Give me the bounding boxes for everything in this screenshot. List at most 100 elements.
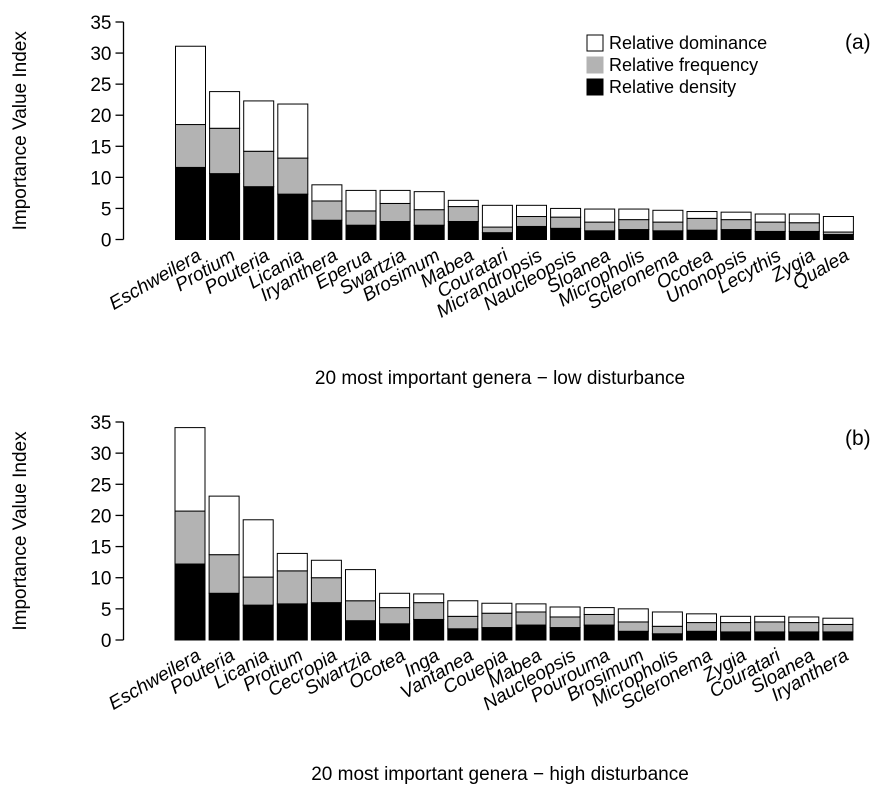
bar-relative-density-micrandropsis — [516, 225, 547, 240]
y-tick-label: 10 — [90, 168, 111, 189]
bar-relative-density-iryanthera — [822, 631, 854, 641]
bar-relative-density-sloanea — [584, 230, 616, 241]
bar-relative-dominance-swartzia — [379, 189, 411, 204]
bar-relative-density-naucleopsis — [550, 227, 582, 240]
bar-relative-frequency-swartzia — [379, 202, 411, 222]
bar-relative-frequency-micrandropsis — [516, 216, 547, 227]
bar-relative-density-naucleopsis — [549, 627, 581, 641]
bar-relative-density-scleronema — [686, 630, 717, 641]
bar-relative-density-eperua — [345, 224, 377, 240]
bar-relative-dominance-scleronema — [652, 209, 684, 223]
bar-relative-dominance-vantanea — [447, 600, 479, 617]
bar-relative-frequency-licania — [242, 576, 274, 606]
bar-relative-dominance-micropholis — [651, 611, 683, 627]
bar-relative-density-mabea — [447, 220, 479, 241]
bar-relative-dominance-swartzia — [345, 569, 376, 602]
bar-relative-density-brosimum — [617, 630, 649, 641]
y-tick-label: 20 — [90, 106, 111, 127]
bar-relative-frequency-vantanea — [447, 615, 479, 630]
bar-relative-density-couratari — [754, 631, 786, 641]
bar-relative-frequency-iryanthera — [311, 200, 343, 221]
bar-relative-frequency-scleronema — [652, 221, 684, 232]
bar-relative-density-qualea — [822, 234, 854, 240]
bar-relative-density-licania — [277, 193, 309, 240]
bar-relative-density-ocotea — [379, 623, 411, 641]
y-tick-label: 5 — [101, 199, 112, 220]
bar-relative-density-ocotea — [686, 229, 718, 241]
bar-relative-frequency-naucleopsis — [550, 216, 582, 229]
bar-relative-frequency-scleronema — [686, 622, 717, 632]
bar-relative-frequency-eschweilera — [175, 124, 206, 168]
legend-swatch-relative-density — [586, 78, 604, 96]
bar-relative-frequency-ocotea — [686, 217, 718, 231]
bar-relative-dominance-mabea — [515, 603, 547, 613]
bar-relative-density-inga — [413, 618, 445, 641]
bar-relative-density-sloanea — [788, 631, 820, 641]
bar-relative-dominance-iryanthera — [311, 184, 343, 202]
bar-relative-frequency-eperua — [345, 210, 377, 226]
bar-relative-dominance-ocotea — [379, 592, 411, 609]
bar-relative-frequency-cecropia — [310, 577, 342, 604]
y-tick-label: 25 — [90, 75, 111, 96]
bar-relative-dominance-iryanthera — [822, 617, 854, 625]
bar-relative-frequency-brosimum — [617, 621, 649, 632]
bar-relative-frequency-swartzia — [345, 600, 376, 622]
bar-relative-density-zygia — [788, 230, 820, 241]
x-axis-title: 20 most important genera − high disturba… — [311, 764, 689, 785]
y-tick-label: 0 — [101, 631, 112, 652]
bar-relative-frequency-sloanea — [788, 622, 820, 633]
panel-label: (a) — [845, 31, 871, 54]
bar-relative-density-unonopsis — [720, 229, 752, 241]
bar-relative-dominance-eperua — [345, 189, 377, 212]
bar-relative-dominance-micropholis — [618, 208, 650, 221]
bar-relative-dominance-couratari — [754, 615, 786, 623]
bar-relative-density-pourouma — [583, 624, 615, 641]
panel-label: (b) — [845, 427, 871, 450]
bar-relative-density-eschweilera — [175, 166, 206, 241]
bar-relative-dominance-licania — [277, 103, 309, 159]
legend-label-relative-density: Relative density — [609, 77, 736, 97]
bar-relative-dominance-lecythis — [754, 213, 786, 223]
bar-relative-frequency-pourouma — [583, 613, 615, 626]
y-tick-label: 35 — [90, 413, 111, 434]
bar-relative-frequency-unonopsis — [720, 219, 752, 231]
bar-relative-density-pouteria — [208, 592, 240, 641]
bar-relative-dominance-scleronema — [686, 613, 717, 624]
bar-relative-dominance-sloanea — [788, 616, 820, 624]
bar-relative-density-protium — [276, 603, 308, 641]
bar-relative-frequency-zygia — [788, 222, 820, 232]
bar-relative-frequency-naucleopsis — [549, 616, 581, 629]
bar-relative-density-iryanthera — [311, 219, 343, 241]
bar-relative-dominance-micrandropsis — [516, 204, 547, 218]
bar-relative-density-mabea — [515, 624, 547, 641]
bar-relative-dominance-zygia — [720, 615, 752, 624]
bar-relative-frequency-micropholis — [618, 219, 650, 231]
bar-relative-frequency-brosimum — [413, 209, 445, 226]
bar-relative-dominance-mabea — [447, 199, 479, 208]
bar-relative-dominance-brosimum — [617, 608, 649, 623]
y-axis-title: Importance Value Index — [10, 31, 31, 231]
bar-relative-dominance-couepia — [481, 602, 513, 614]
bar-relative-frequency-inga — [413, 602, 445, 620]
bar-relative-density-micropholis — [618, 229, 650, 241]
bar-relative-frequency-eschweilera — [174, 510, 206, 565]
bar-relative-density-licania — [242, 604, 274, 641]
legend-swatch-relative-dominance — [586, 34, 604, 52]
bar-relative-density-micropholis — [651, 633, 683, 641]
bar-relative-dominance-pourouma — [583, 607, 615, 615]
bar-relative-frequency-iryanthera — [822, 623, 854, 633]
y-tick-label: 0 — [101, 231, 112, 252]
y-tick-label: 10 — [90, 569, 111, 590]
y-tick-label: 15 — [90, 538, 111, 559]
bar-relative-dominance-pouteria — [208, 495, 240, 556]
bar-relative-dominance-eschweilera — [174, 427, 206, 512]
y-axis-title: Importance Value Index — [10, 431, 31, 631]
bar-relative-density-couepia — [481, 627, 513, 641]
bar-relative-dominance-naucleopsis — [549, 606, 581, 618]
bar-relative-density-brosimum — [413, 224, 445, 240]
bar-relative-frequency-lecythis — [754, 221, 786, 232]
bar-relative-density-lecythis — [754, 230, 786, 241]
